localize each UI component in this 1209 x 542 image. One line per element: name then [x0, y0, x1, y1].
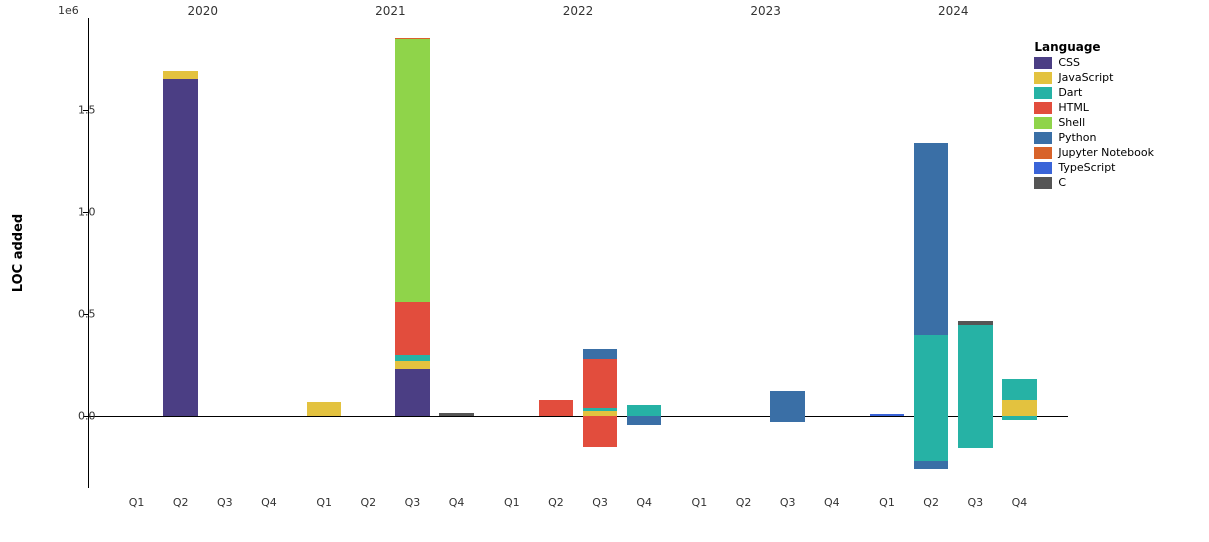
- bar-segment: [395, 355, 429, 361]
- bar-segment: [958, 416, 992, 448]
- x-tick-label: Q1: [692, 496, 708, 509]
- legend-item: Python: [1034, 131, 1154, 144]
- legend-swatch: [1034, 102, 1052, 114]
- legend-swatch: [1034, 72, 1052, 84]
- legend-title: Language: [1034, 40, 1154, 54]
- bar-segment: [395, 302, 429, 355]
- bar-segment: [627, 416, 661, 424]
- bar-segment: [583, 416, 617, 447]
- legend-label: Jupyter Notebook: [1058, 146, 1154, 159]
- bar-segment: [395, 361, 429, 369]
- legend-swatch: [1034, 177, 1052, 189]
- bar-segment: [770, 391, 804, 417]
- bar-segment: [439, 413, 473, 416]
- x-tick-label: Q3: [405, 496, 421, 509]
- y-scale-label: 1e6: [58, 4, 79, 17]
- year-label: 2022: [563, 4, 594, 18]
- bar-segment: [395, 369, 429, 416]
- legend-swatch: [1034, 117, 1052, 129]
- year-label: 2023: [750, 4, 781, 18]
- legend-label: HTML: [1058, 101, 1089, 114]
- bar-segment: [870, 414, 904, 416]
- legend-item: TypeScript: [1034, 161, 1154, 174]
- x-tick-label: Q3: [217, 496, 233, 509]
- legend-item: C: [1034, 176, 1154, 189]
- legend-label: TypeScript: [1058, 161, 1115, 174]
- legend-label: Python: [1058, 131, 1096, 144]
- legend-swatch: [1034, 57, 1052, 69]
- x-tick-label: Q1: [129, 496, 145, 509]
- legend-swatch: [1034, 87, 1052, 99]
- legend-item: Jupyter Notebook: [1034, 146, 1154, 159]
- legend: Language CSS JavaScript Dart HTML Shell Pytho…: [1034, 40, 1154, 189]
- legend-item: CSS: [1034, 56, 1154, 69]
- year-label: 2021: [375, 4, 406, 18]
- bar-segment: [307, 402, 341, 416]
- x-tick-label: Q4: [261, 496, 277, 509]
- bar-segment: [395, 38, 429, 40]
- legend-label: Dart: [1058, 86, 1082, 99]
- bar-segment: [958, 321, 992, 324]
- x-tick-label: Q2: [360, 496, 376, 509]
- x-tick-label: Q2: [923, 496, 939, 509]
- legend-swatch: [1034, 147, 1052, 159]
- bar-segment: [163, 79, 197, 416]
- x-tick-label: Q3: [967, 496, 983, 509]
- bar-segment: [583, 349, 617, 359]
- bar-segment: [770, 416, 804, 421]
- legend-label: Shell: [1058, 116, 1085, 129]
- x-tick-label: Q4: [449, 496, 465, 509]
- legend-swatch: [1034, 162, 1052, 174]
- legend-label: C: [1058, 176, 1066, 189]
- bar-segment: [395, 39, 429, 302]
- bar-segment: [914, 461, 948, 468]
- year-label: 2020: [187, 4, 218, 18]
- legend-item: JavaScript: [1034, 71, 1154, 84]
- x-tick-label: Q2: [548, 496, 564, 509]
- bar-segment: [914, 416, 948, 461]
- x-tick-label: Q3: [592, 496, 608, 509]
- legend-item: Dart: [1034, 86, 1154, 99]
- bar-segment: [914, 335, 948, 417]
- bar-segment: [1002, 400, 1036, 416]
- bar-segment: [1002, 416, 1036, 419]
- year-label: 2024: [938, 4, 969, 18]
- plot-area: 0.00.51.01.5Q1Q2Q3Q4Q1Q2Q3Q4Q1Q2Q3Q4Q1Q2…: [88, 18, 1068, 488]
- legend-label: CSS: [1058, 56, 1080, 69]
- x-tick-label: Q1: [879, 496, 895, 509]
- legend-items: CSS JavaScript Dart HTML Shell Python Jupyter …: [1034, 56, 1154, 189]
- bar-segment: [627, 405, 661, 416]
- x-tick-label: Q2: [173, 496, 189, 509]
- loc-added-chart: 0.00.51.01.5Q1Q2Q3Q4Q1Q2Q3Q4Q1Q2Q3Q4Q1Q2…: [0, 0, 1209, 542]
- bar-segment: [958, 325, 992, 417]
- x-tick-label: Q3: [780, 496, 796, 509]
- bar-segment: [1002, 379, 1036, 400]
- x-tick-label: Q4: [824, 496, 840, 509]
- x-tick-label: Q1: [504, 496, 520, 509]
- legend-item: Shell: [1034, 116, 1154, 129]
- bar-segment: [914, 143, 948, 335]
- x-tick-label: Q4: [1012, 496, 1028, 509]
- bar-segment: [163, 71, 197, 79]
- legend-swatch: [1034, 132, 1052, 144]
- bar-segment: [583, 359, 617, 408]
- legend-label: JavaScript: [1058, 71, 1113, 84]
- bar-segment: [583, 408, 617, 411]
- x-tick-label: Q1: [316, 496, 332, 509]
- legend-item: HTML: [1034, 101, 1154, 114]
- x-tick-label: Q4: [636, 496, 652, 509]
- x-tick-label: Q2: [736, 496, 752, 509]
- bar-segment: [539, 400, 573, 416]
- y-axis-label: LOC added: [11, 214, 26, 292]
